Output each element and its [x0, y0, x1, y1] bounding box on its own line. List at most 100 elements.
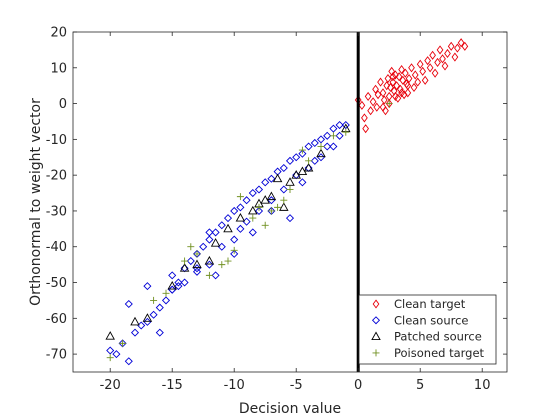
- x-tick-label: 0: [354, 378, 362, 393]
- y-tick-label: -70: [46, 348, 67, 363]
- poisoned-target-point: [236, 193, 244, 201]
- patched-source-point: [223, 223, 233, 233]
- clean-source-point: [285, 214, 295, 223]
- clean-target-point: [400, 90, 408, 100]
- clean-source-point: [279, 163, 288, 173]
- x-tick-label: -5: [290, 378, 303, 393]
- poisoned-target-point: [317, 143, 325, 151]
- patched-source-point: [130, 316, 140, 326]
- clean-source-point: [298, 178, 307, 187]
- clean-target-point: [404, 88, 412, 98]
- poisoned-target-point: [280, 196, 288, 204]
- clean-source-point: [279, 185, 288, 194]
- clean-target-point: [389, 72, 397, 82]
- clean-target-point: [358, 100, 366, 110]
- y-axis-ticks: 20 10 0 -10 -20 -30 -40 -50 -60 -70: [46, 26, 507, 363]
- clean-target-point: [447, 41, 455, 51]
- legend-marker-clean-source: [371, 316, 381, 325]
- clean-target-point: [362, 124, 369, 134]
- poisoned-target-point: [224, 257, 232, 265]
- clean-source-point: [199, 242, 208, 251]
- clean-source-point: [211, 228, 220, 237]
- poisoned-target-point: [305, 157, 313, 165]
- x-tick-label: -20: [100, 378, 121, 393]
- y-tick-label: 10: [50, 61, 67, 76]
- clean-target-point: [367, 106, 374, 116]
- clean-source-point: [168, 285, 177, 294]
- clean-target-point: [387, 82, 394, 93]
- patched-source-point: [142, 313, 153, 322]
- legend-box: [358, 294, 497, 365]
- poisoned-target-point: [249, 214, 257, 222]
- clean-target-point: [372, 84, 379, 94]
- clean-source-point: [242, 196, 251, 205]
- poisoned-target-point: [286, 185, 294, 193]
- legend: Clean target Clean source Patched source Po…: [358, 294, 497, 365]
- clean-source-point: [273, 167, 282, 176]
- clean-source-point: [192, 249, 202, 258]
- y-tick-label: -60: [46, 312, 67, 327]
- clean-target-point: [411, 70, 419, 80]
- patched-source-point: [303, 162, 314, 172]
- clean-target-point: [374, 90, 382, 100]
- clean-source-point: [217, 242, 226, 251]
- clean-target-point: [379, 88, 387, 98]
- clean-target-point: [410, 82, 418, 93]
- y-tick-label: -10: [46, 133, 67, 148]
- clean-target-point: [369, 97, 377, 107]
- clean-target-point: [401, 68, 409, 78]
- patched-source-point: [167, 280, 177, 290]
- clean-target-point: [394, 93, 402, 103]
- y-tick-label: 0: [59, 97, 67, 112]
- clean-source-point: [155, 303, 164, 312]
- clean-source-point: [285, 156, 295, 165]
- clean-target-point: [398, 65, 405, 75]
- clean-target-point: [421, 75, 429, 85]
- legend-label-clean-target: Clean target: [394, 297, 466, 311]
- clean-source-point: [112, 350, 121, 359]
- clean-source-point: [329, 124, 338, 133]
- clean-source-point: [118, 339, 127, 348]
- clean-source-point: [254, 185, 264, 194]
- clean-source-point: [230, 206, 239, 215]
- legend-marker-poisoned-target: [372, 349, 380, 357]
- y-tick-label: -20: [46, 169, 67, 184]
- patched-source-point: [266, 191, 277, 201]
- patched-source-point: [179, 263, 190, 272]
- clean-source-point: [143, 317, 152, 326]
- clean-target-point: [461, 41, 469, 51]
- poisoned-target-point: [187, 243, 195, 251]
- poisoned-target-point: [255, 203, 263, 211]
- clean-target-point: [398, 88, 405, 98]
- poisoned-target-point: [342, 128, 350, 136]
- clean-target-point: [395, 72, 403, 82]
- clean-source-point: [106, 346, 115, 355]
- clean-source-point: [236, 224, 245, 233]
- clean-source-point: [242, 217, 251, 226]
- clean-source-point: [155, 328, 164, 337]
- patched-source-point: [105, 331, 115, 340]
- clean-source-point: [137, 321, 146, 330]
- legend-label-clean-source: Clean source: [394, 313, 468, 327]
- clean-source-point: [335, 121, 344, 130]
- patched-source-point: [279, 202, 289, 211]
- clean-target-point: [457, 38, 465, 48]
- patched-source-point: [272, 173, 283, 183]
- clean-target-point: [389, 77, 397, 87]
- clean-target-point: [361, 113, 368, 123]
- clean-source-point: [323, 131, 332, 140]
- y-axis-label: Orthonormal to weight vector: [28, 98, 44, 306]
- poisoned-target-point: [205, 271, 213, 279]
- clean-target-point: [405, 73, 413, 84]
- clean-source-point: [254, 206, 264, 215]
- poisoned-target-point: [385, 100, 393, 108]
- clean-target-point: [444, 48, 451, 59]
- patched-source-point: [210, 238, 221, 247]
- clean-source-point: [143, 282, 152, 291]
- patched-source-point: [248, 205, 258, 215]
- x-tick-label: 10: [474, 378, 491, 393]
- clean-target-point: [379, 102, 387, 112]
- clean-source-point: [217, 221, 226, 230]
- clean-target-point: [431, 68, 439, 78]
